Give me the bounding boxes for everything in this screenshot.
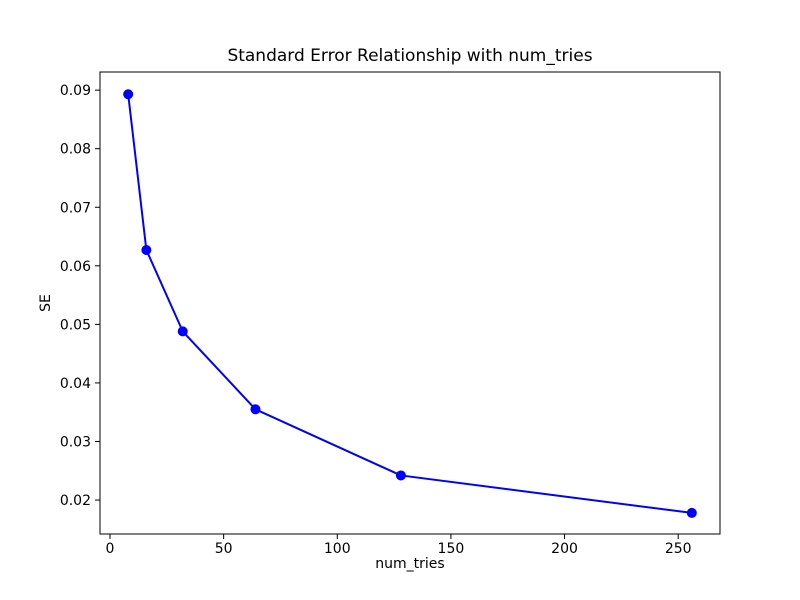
y-tick-label: 0.03 (60, 434, 91, 450)
x-tick-label: 50 (215, 541, 233, 557)
data-point (141, 245, 152, 256)
chart-title: Standard Error Relationship with num_tri… (227, 46, 593, 66)
x-tick-label: 250 (665, 541, 692, 557)
x-axis-label: num_tries (375, 556, 445, 572)
plot-border (99, 71, 721, 535)
data-point (177, 326, 188, 337)
y-tick-label: 0.07 (60, 200, 91, 216)
y-axis-label: SE (38, 294, 54, 312)
y-tick-label: 0.08 (60, 142, 91, 158)
y-tick-label: 0.06 (60, 259, 91, 275)
x-tick-label: 150 (438, 541, 465, 557)
x-tick-label: 100 (324, 541, 351, 557)
data-point (250, 404, 261, 415)
data-point (395, 470, 406, 481)
y-tick-label: 0.04 (60, 376, 91, 392)
data-line (127, 93, 693, 514)
data-point (686, 507, 697, 518)
x-tick-label: 200 (551, 541, 578, 557)
y-tick-label: 0.02 (60, 493, 91, 509)
y-tick-label: 0.09 (60, 83, 91, 99)
y-tick-label: 0.05 (60, 317, 91, 333)
x-tick-label: 0 (106, 541, 115, 557)
data-point (123, 89, 134, 100)
